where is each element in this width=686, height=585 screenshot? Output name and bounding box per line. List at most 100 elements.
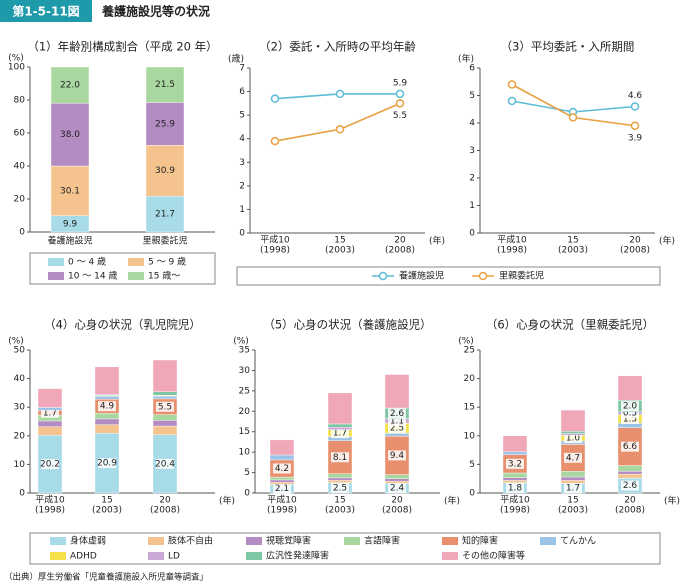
x-tick-sublabel: (1998) [267,506,297,516]
bar-segment [384,474,410,479]
bar-segment [327,473,353,479]
y-tick-label: 1 [239,205,245,215]
bar-segment [37,407,63,411]
data-label: 21.5 [155,80,175,90]
y-tick-label: 3 [469,146,475,156]
label-bg [621,441,639,452]
legend-swatch [246,537,262,545]
legend-swatch [540,537,556,545]
label-bg [506,482,524,493]
x-tick-label: 里親委託児 [142,235,187,247]
label-bg [98,458,116,469]
y-tick-label: 35 [239,346,250,356]
legend-swatch [148,552,164,560]
y-tick-label: 30 [239,366,251,376]
y-unit: (%) [8,54,24,64]
x-tick-sublabel: (2003) [558,246,588,256]
point [270,136,280,146]
y-tick-label: 15 [464,403,475,413]
label-bg [41,407,59,418]
data-label: 4.2 [275,464,289,474]
y-tick-label: 10 [239,448,251,458]
bar-segment [152,359,178,392]
data-label: 0.5 [623,409,637,419]
x-tick-sublabel: (2008) [382,506,412,516]
line [274,102,401,142]
y-tick-label: 10 [14,460,26,470]
legend-label: 視聴覚障害 [266,535,311,547]
y-tick-label: 20 [14,195,26,205]
bar-segment [94,418,120,425]
label-bg [156,401,174,412]
point [270,94,280,103]
bar-segment [384,374,410,409]
data-label: 20.4 [155,459,175,469]
point [507,96,517,106]
data-label: 22.0 [60,81,80,91]
x-tick-sublabel: (1998) [260,246,290,256]
x-unit: (年) [429,235,445,247]
bar-segment [50,165,90,216]
legend-label: 身体虚弱 [70,535,106,547]
point [630,102,640,111]
point [507,80,517,89]
bar-segment [145,102,185,146]
y-tick-label: 0 [469,489,475,499]
label-bg [388,408,406,419]
data-label: 4.6 [628,91,643,101]
header-box [0,0,92,22]
legend-label: 言語障害 [364,535,400,547]
data-label: 20.2 [40,460,60,470]
bar-segment [327,392,353,425]
x-tick-label: 15 [334,236,345,246]
data-label: 2.6 [390,409,405,419]
data-label: 1.8 [508,483,523,493]
legend-swatch [344,537,360,545]
figure-title: 養護施設児等の状況 [101,4,210,19]
data-label: 2.5 [333,483,347,493]
y-tick-label: 15 [239,427,250,437]
x-tick-sublabel: (1998) [497,246,527,256]
legend-label: ADHD [70,552,97,562]
y-tick-label: 25 [239,386,250,396]
label-bg [621,480,639,491]
x-tick-label: 20 [159,496,171,506]
label-bg [506,458,524,469]
bar-segment [145,195,185,233]
y-unit: (%) [8,337,24,347]
label-bg [388,483,406,494]
y-tick-label: 2 [469,174,475,184]
y-tick-label: 10 [464,431,476,441]
data-label: 2.1 [275,484,289,494]
bar-segment [502,480,528,483]
bar-segment [94,396,120,400]
bar-segment [560,480,586,484]
y-tick-label: 1 [469,201,475,211]
legend-label: 肢体不自由 [168,535,213,547]
bar-segment [37,388,63,408]
x-tick-label: 20 [394,236,406,246]
legend-swatch [50,552,66,560]
data-label: 3.2 [508,459,522,469]
data-label: 2.0 [623,402,638,412]
y-tick-label: 60 [14,129,26,139]
x-tick-sublabel: (1998) [35,506,65,516]
label-bg [621,401,639,412]
data-label: 4.9 [100,402,115,412]
bar-segment [37,420,63,427]
legend-label: LD [168,552,180,562]
y-tick-label: 0 [239,229,245,239]
point [630,121,640,130]
bar-segment [50,103,90,167]
data-label: 2.6 [623,481,638,491]
legend-label: 養護施設児 [399,270,444,282]
bar-segment [560,433,586,436]
y-tick-label: 3 [239,158,245,168]
x-tick-sublabel: (1998) [500,506,530,516]
x-tick-sublabel: (2003) [558,506,588,516]
y-tick-label: 6 [239,87,245,97]
chart-title: （5）心身の状況（養護施設児） [263,318,431,332]
y-tick-label: 7 [239,64,245,74]
x-tick-sublabel: (2003) [325,506,355,516]
